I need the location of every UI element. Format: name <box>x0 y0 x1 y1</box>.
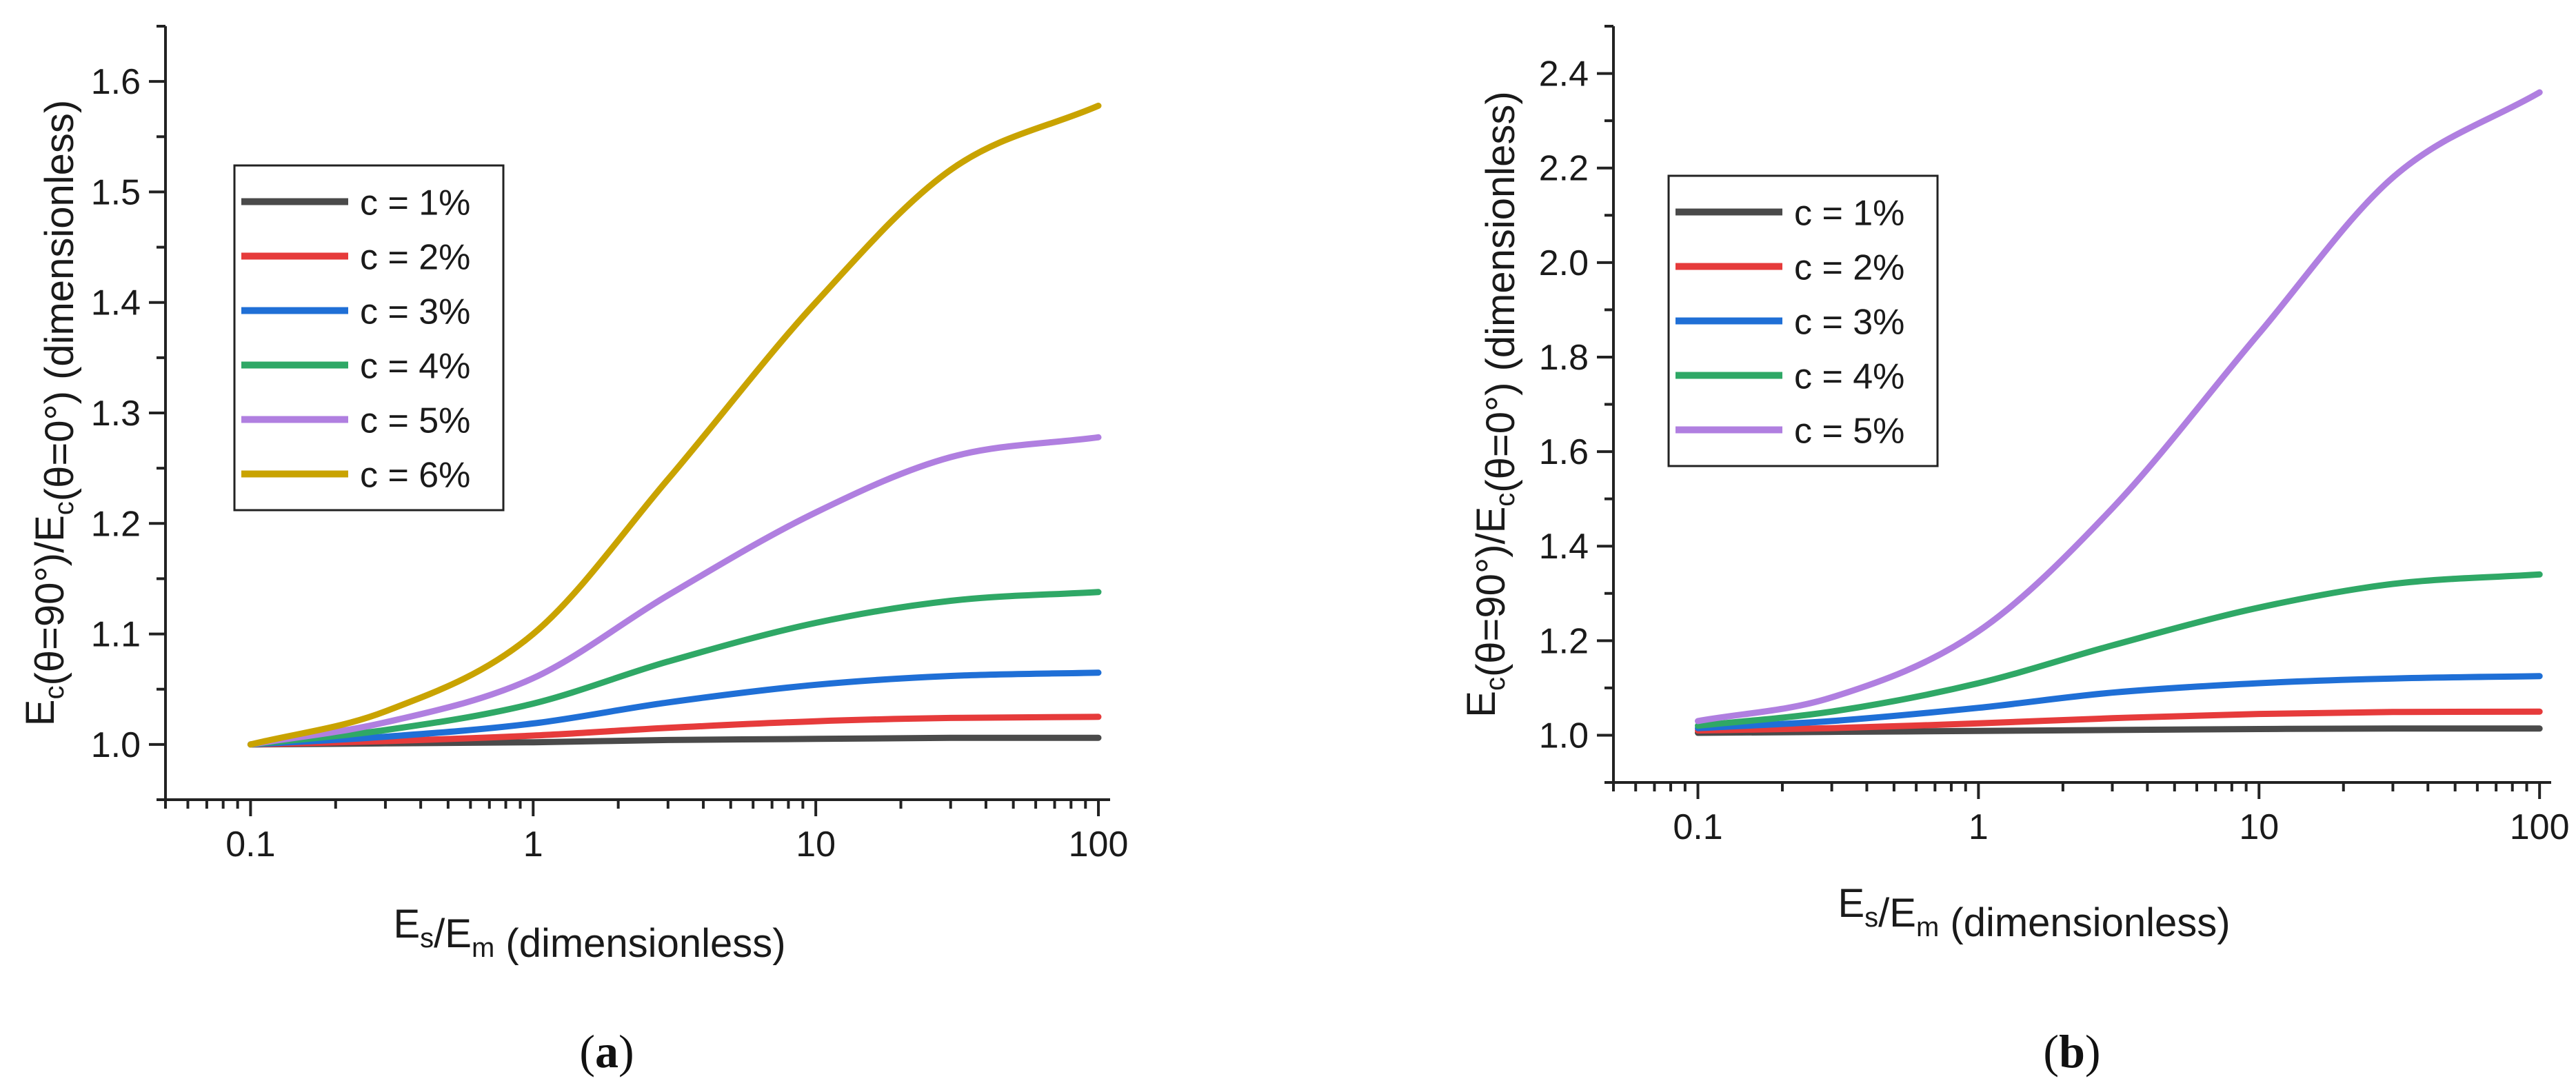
y-tick-label: 1.0 <box>1539 716 1589 756</box>
y-tick-label: 1.0 <box>91 725 141 765</box>
x-tick-label: 0.1 <box>1673 807 1722 847</box>
legend-label: c = 3% <box>1794 303 1904 343</box>
series-line <box>1695 673 2543 731</box>
panel-label: (b) <box>2043 1025 2100 1078</box>
x-tick-label: 1 <box>1969 807 1989 847</box>
x-tick-label: 100 <box>1069 825 1129 865</box>
x-axis-title: Es/Em (dimensionless) <box>393 902 785 966</box>
y-tick-label: 1.4 <box>91 283 141 323</box>
y-tick-label: 1.8 <box>1539 338 1589 378</box>
y-tick-label: 2.0 <box>1539 243 1589 283</box>
series-line <box>247 102 1102 748</box>
y-axis-title: Ec(θ=90°)/Ec(θ=0°) (dimensionless) <box>18 100 82 726</box>
panel-b-chart: 0.1 1 10 100 1.0 1.2 1.4 1.6 1.8 2.0 2.2 2.4 c = 1% c… <box>1459 25 2570 1078</box>
y-axis-title: Ec(θ=90°)/Ec(θ=0°) (dimensionless) <box>1459 91 1523 717</box>
y-tick-label: 1.6 <box>1539 432 1589 472</box>
y-tick-label: 1.5 <box>91 172 141 212</box>
legend-label: c = 4% <box>360 347 470 387</box>
series-line <box>1695 708 2543 734</box>
y-tick-label: 1.2 <box>1539 621 1589 661</box>
legend-label: c = 5% <box>1794 412 1904 452</box>
legend-box <box>233 164 505 512</box>
x-tick-label: 0.1 <box>225 825 275 865</box>
legend-label: c = 2% <box>360 238 470 278</box>
y-tick-label: 1.1 <box>91 615 141 655</box>
y-tick-label: 1.3 <box>91 394 141 434</box>
y-tick-label: 1.6 <box>91 62 141 102</box>
legend-label: c = 6% <box>360 456 470 496</box>
x-tick-label: 100 <box>2510 807 2570 847</box>
y-tick-label: 2.2 <box>1539 149 1589 189</box>
x-tick-label: 10 <box>2239 807 2279 847</box>
x-tick-label: 10 <box>796 825 836 865</box>
legend-label: c = 3% <box>360 292 470 332</box>
series-line <box>247 589 1102 748</box>
series-line <box>247 669 1102 748</box>
panel-a-chart: 0.1 1 10 100 1.0 1.1 1.2 1.3 1.4 1.5 1.6 c = 1% c = … <box>18 25 1129 1078</box>
y-tick-label: 2.4 <box>1539 54 1589 94</box>
series-line <box>1695 89 2543 725</box>
y-tick-label: 1.4 <box>1539 527 1589 567</box>
legend-label: c = 5% <box>360 401 470 441</box>
panel-label: (a) <box>579 1025 634 1078</box>
x-tick-label: 1 <box>523 825 543 865</box>
legend-label: c = 2% <box>1794 248 1904 288</box>
series-line <box>1695 725 2543 736</box>
series-line <box>1695 571 2543 729</box>
series-line <box>247 714 1102 748</box>
legend-label: c = 1% <box>360 183 470 223</box>
y-tick-label: 1.2 <box>91 504 141 544</box>
x-axis-title: Es/Em (dimensionless) <box>1838 881 2230 945</box>
legend-label: c = 1% <box>1794 194 1904 234</box>
legend-label: c = 4% <box>1794 357 1904 397</box>
series-line <box>247 434 1102 748</box>
